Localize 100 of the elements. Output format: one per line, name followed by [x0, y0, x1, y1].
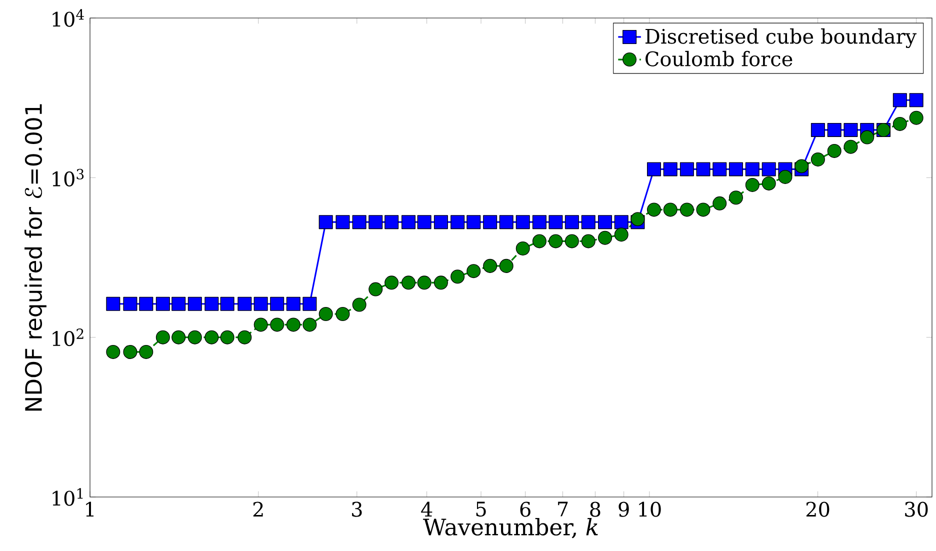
point	[630, 212, 645, 226]
point	[532, 215, 546, 230]
x-tick-label: 4	[421, 502, 432, 517]
point	[548, 215, 563, 230]
point	[614, 228, 628, 242]
point	[368, 215, 383, 230]
point	[810, 152, 825, 166]
point	[696, 202, 710, 217]
point	[106, 296, 120, 311]
y-tick-label: 10$^{2}$	[52, 328, 84, 346]
point	[892, 93, 907, 108]
point	[139, 296, 154, 311]
point	[680, 202, 694, 217]
point	[663, 162, 678, 176]
point	[466, 215, 481, 230]
y-tick-label: 10$^{4}$	[52, 9, 84, 27]
point	[384, 276, 399, 290]
x-tick-label: 2	[253, 502, 263, 517]
point	[139, 344, 154, 359]
point	[302, 296, 317, 311]
point	[762, 162, 776, 176]
point	[483, 258, 498, 273]
point	[483, 215, 498, 230]
point	[220, 296, 234, 311]
y-tick-label: 10$^{3}$	[52, 168, 84, 186]
x-tick-label: 5	[476, 502, 486, 517]
point	[860, 130, 874, 144]
point	[434, 215, 448, 230]
point	[286, 318, 300, 332]
point	[238, 330, 252, 344]
point	[728, 162, 743, 176]
point	[123, 296, 138, 311]
point	[712, 196, 727, 210]
point	[434, 276, 448, 290]
point	[762, 176, 776, 190]
x-tick-label: 20	[806, 502, 830, 517]
point	[417, 215, 432, 230]
point	[352, 298, 366, 312]
point	[156, 330, 170, 344]
point	[450, 270, 465, 284]
point	[238, 296, 252, 311]
point	[778, 170, 792, 184]
y-tick-label: 10$^{1}$	[52, 488, 83, 506]
point	[254, 318, 268, 332]
point	[368, 282, 383, 296]
point	[318, 215, 333, 230]
point	[909, 93, 924, 108]
point	[336, 307, 350, 322]
point	[106, 344, 120, 359]
point	[844, 122, 858, 137]
point	[745, 162, 760, 176]
x-tick-label: 7	[558, 502, 568, 516]
point	[663, 202, 678, 217]
point	[318, 307, 333, 322]
point	[564, 234, 579, 248]
point	[548, 234, 563, 248]
point	[532, 234, 546, 248]
point	[827, 122, 842, 137]
point	[402, 215, 416, 230]
point	[188, 330, 202, 344]
point	[220, 330, 234, 344]
point	[499, 215, 514, 230]
point	[696, 162, 710, 176]
point	[646, 202, 661, 217]
legend-label: Coulomb force	[646, 50, 792, 66]
x-tick-label: 6	[520, 502, 530, 517]
point	[384, 215, 399, 230]
y-axis-title: NDOF required for ℰ=0.001	[24, 104, 46, 411]
point	[827, 144, 842, 158]
point	[892, 116, 907, 131]
x-tick-label: 3	[352, 502, 362, 517]
point	[204, 296, 219, 311]
point	[516, 242, 530, 256]
point	[270, 296, 284, 311]
point	[402, 276, 416, 290]
point	[352, 215, 366, 230]
legend-label: Discretised cube boundary	[646, 28, 917, 48]
point	[581, 215, 596, 230]
point	[516, 215, 530, 230]
x-tick-label: 30	[905, 502, 928, 517]
point	[745, 178, 760, 192]
x-axis-title: Wavenumber, k	[423, 518, 598, 538]
point	[302, 318, 317, 332]
point	[188, 296, 202, 311]
point	[909, 110, 924, 125]
point	[598, 230, 612, 245]
point	[336, 215, 350, 230]
point	[712, 162, 727, 176]
x-tick-label: 1	[86, 502, 94, 517]
point	[417, 276, 432, 290]
x-tick-label: 8	[590, 502, 600, 517]
point	[794, 159, 809, 174]
point	[172, 296, 186, 311]
point	[499, 258, 514, 273]
x-tick-label: 10	[639, 502, 661, 517]
point	[172, 330, 186, 344]
point	[123, 344, 138, 359]
point	[581, 234, 596, 248]
point	[564, 215, 579, 230]
point	[204, 330, 219, 344]
